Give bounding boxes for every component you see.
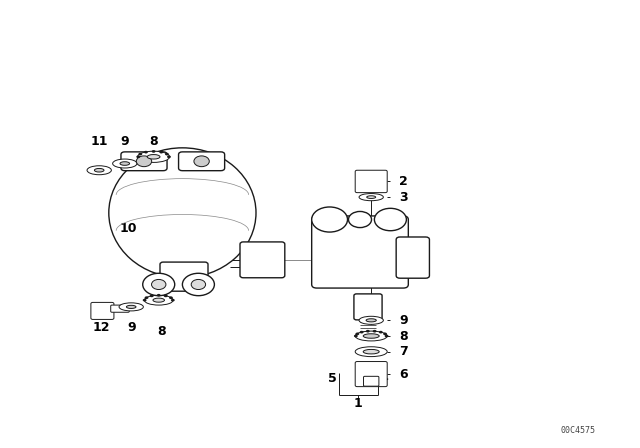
FancyBboxPatch shape — [312, 216, 408, 288]
Circle shape — [354, 335, 358, 337]
Ellipse shape — [138, 151, 170, 162]
Circle shape — [191, 280, 205, 289]
Text: 9: 9 — [127, 320, 136, 334]
Ellipse shape — [147, 155, 160, 159]
FancyBboxPatch shape — [111, 305, 129, 312]
Circle shape — [164, 294, 168, 297]
Circle shape — [136, 156, 152, 167]
FancyBboxPatch shape — [91, 302, 114, 319]
Circle shape — [360, 331, 364, 333]
Circle shape — [169, 297, 173, 299]
Text: 2: 2 — [399, 175, 408, 188]
Text: 10: 10 — [119, 222, 137, 235]
FancyBboxPatch shape — [364, 376, 379, 386]
Text: 7: 7 — [399, 345, 408, 358]
Circle shape — [171, 299, 175, 302]
Circle shape — [385, 335, 388, 337]
Circle shape — [182, 273, 214, 296]
Circle shape — [379, 331, 383, 333]
Circle shape — [167, 155, 171, 158]
Ellipse shape — [355, 331, 387, 341]
Ellipse shape — [113, 159, 137, 168]
Ellipse shape — [127, 306, 136, 308]
Circle shape — [366, 330, 370, 332]
Ellipse shape — [119, 303, 143, 311]
Ellipse shape — [109, 148, 256, 278]
Circle shape — [159, 151, 163, 154]
Text: 3: 3 — [399, 190, 408, 204]
Circle shape — [138, 153, 142, 155]
Text: 5: 5 — [328, 372, 337, 385]
Circle shape — [372, 330, 376, 332]
Text: 9: 9 — [399, 314, 408, 327]
Text: 11: 11 — [90, 134, 108, 148]
Circle shape — [152, 280, 166, 289]
Text: 9: 9 — [120, 134, 129, 148]
Circle shape — [157, 294, 161, 297]
Text: 1: 1 — [354, 396, 363, 410]
Ellipse shape — [120, 162, 130, 165]
Circle shape — [194, 156, 209, 167]
FancyBboxPatch shape — [355, 170, 387, 193]
Circle shape — [355, 332, 359, 335]
Ellipse shape — [359, 194, 383, 201]
Circle shape — [143, 299, 147, 302]
Text: 8: 8 — [399, 329, 408, 343]
FancyBboxPatch shape — [240, 242, 285, 278]
Text: 8: 8 — [149, 134, 158, 148]
Ellipse shape — [145, 295, 173, 305]
FancyBboxPatch shape — [354, 294, 382, 320]
Circle shape — [143, 273, 175, 296]
Ellipse shape — [359, 316, 383, 324]
Text: 4: 4 — [380, 372, 388, 385]
Text: 12: 12 — [92, 320, 110, 334]
FancyBboxPatch shape — [121, 152, 167, 171]
Ellipse shape — [367, 196, 376, 198]
Circle shape — [312, 207, 348, 232]
FancyBboxPatch shape — [355, 362, 387, 387]
Ellipse shape — [355, 347, 387, 357]
Circle shape — [165, 153, 169, 155]
Circle shape — [150, 294, 154, 297]
FancyBboxPatch shape — [179, 152, 225, 171]
FancyBboxPatch shape — [160, 262, 208, 291]
Ellipse shape — [87, 166, 111, 175]
Circle shape — [144, 151, 148, 154]
Circle shape — [383, 332, 387, 335]
Text: 8: 8 — [157, 325, 166, 338]
FancyBboxPatch shape — [396, 237, 429, 278]
Circle shape — [136, 155, 140, 158]
Ellipse shape — [153, 298, 164, 302]
Text: 6: 6 — [399, 367, 408, 381]
Ellipse shape — [95, 168, 104, 172]
Circle shape — [152, 150, 156, 153]
Ellipse shape — [366, 319, 376, 322]
Ellipse shape — [364, 334, 380, 338]
Circle shape — [349, 211, 371, 228]
Text: 00C4575: 00C4575 — [560, 426, 595, 435]
Ellipse shape — [364, 349, 380, 354]
Circle shape — [374, 208, 406, 231]
Circle shape — [145, 297, 148, 299]
